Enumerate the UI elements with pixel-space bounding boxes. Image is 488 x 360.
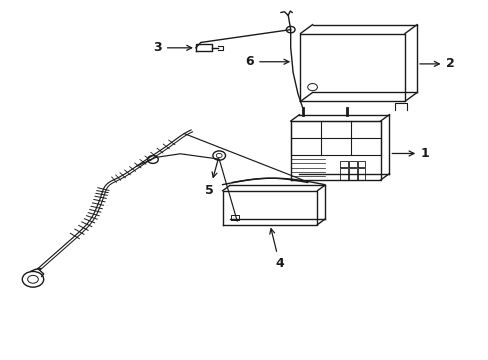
Text: 5: 5 <box>204 158 218 197</box>
Text: 1: 1 <box>391 147 429 160</box>
Text: 3: 3 <box>153 41 191 54</box>
Text: 4: 4 <box>269 229 284 270</box>
Text: 6: 6 <box>245 55 288 68</box>
Text: 2: 2 <box>419 57 454 71</box>
